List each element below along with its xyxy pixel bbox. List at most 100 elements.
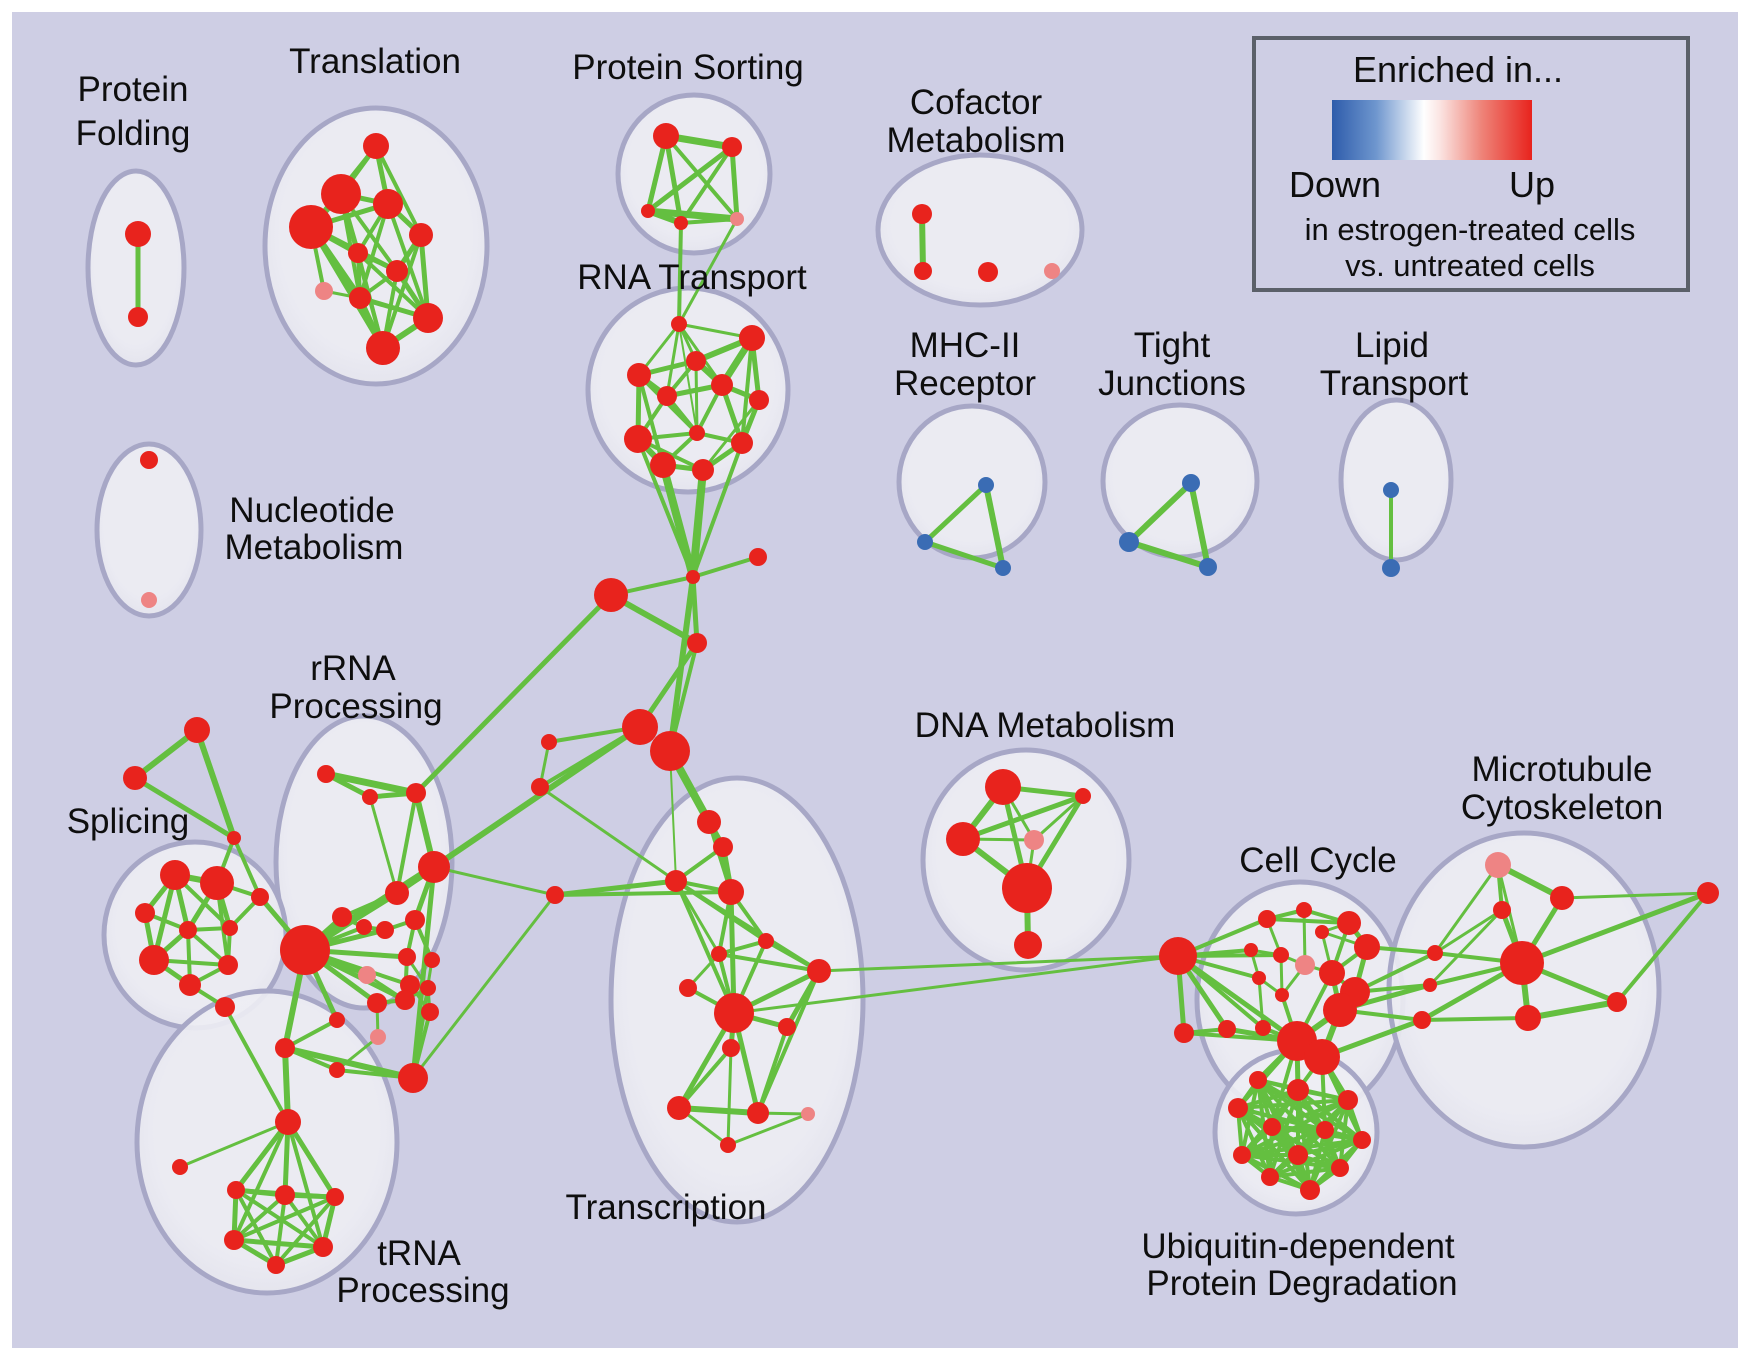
edge-x3-xh [674,879,736,1015]
gene-set-node-rt2 [686,351,706,371]
edge-th-t5 [286,1120,325,1249]
gene-set-node-t3 [326,1188,344,1206]
gene-set-node-cc6 [1244,943,1258,957]
gene-set-node-x8 [679,979,697,997]
cluster-label-rrna-processing-line1: Processing [269,687,442,726]
gene-set-node-d2 [946,822,980,856]
edge-rl-br [411,958,434,1080]
cluster-label-microtubule-cytoskeleton-line0: Microtubule [1472,750,1653,789]
legend: Enriched in... Down Up in estrogen-treated … [1252,36,1690,292]
gene-set-node-tr1 [363,133,389,159]
gene-set-node-rh [418,851,450,883]
edge-t3-t4 [232,1195,337,1242]
gene-set-node-h2 [650,731,690,771]
edge-rt1-rt9 [740,336,754,445]
gene-set-node-x1 [697,810,721,834]
cluster-label-protein-folding-line0: Protein [78,70,189,109]
gene-set-node-u1 [1249,1071,1267,1089]
edge-x6-x7 [717,952,821,973]
edge-t4-t5 [231,1237,326,1250]
edge-rt0-rt4 [665,322,681,398]
cluster-label-cofactor-metabolism-line0: Cofactor [910,83,1043,122]
gene-set-node-ra [317,765,335,783]
gene-set-node-x14 [720,1137,736,1153]
gene-set-node-x10 [722,1039,740,1057]
gene-set-node-tr8 [315,282,333,300]
gene-set-node-tj2 [1119,532,1139,552]
edge-rt8-j1 [636,437,695,579]
gene-set-node-mc4 [1515,1005,1541,1031]
gene-set-node-mhb [1500,941,1544,985]
cluster-label-trna-processing-line1: Processing [336,1271,509,1310]
legend-caption-line2: vs. untreated cells [1345,248,1595,283]
gene-set-node-t6 [267,1256,285,1274]
edge-ps4-rt0 [677,221,683,326]
gene-set-node-rj [358,966,376,984]
gene-set-node-s7 [179,974,201,996]
gene-set-node-mc2 [1550,886,1574,910]
gene-set-node-rt6 [749,390,769,410]
gene-set-node-cc3 [1337,911,1361,935]
cluster-label-ubiquitin-degradation-line1: Protein Degradation [1146,1264,1457,1303]
edge-ps1-ps4 [663,133,684,226]
cluster-label-trna-processing-line0: tRNA [377,1234,461,1273]
gene-set-node-rl [424,952,440,968]
gene-set-node-cc15 [1218,1020,1236,1038]
edge-cc13-cc9 [1257,976,1265,1030]
gene-set-node-ri [405,910,425,930]
gene-set-node-rr [421,1003,439,1021]
gene-set-node-ps2 [722,137,742,157]
gene-set-node-cc13 [1255,1020,1271,1036]
gene-set-node-u3 [1338,1090,1358,1110]
gene-set-node-cl1 [541,734,557,750]
gene-set-node-rd [332,907,352,927]
cluster-label-translation-line0: Translation [289,42,461,81]
edge-t3-t6 [274,1195,337,1267]
cluster-label-microtubule-cytoskeleton-line1: Cytoskeleton [1461,788,1663,827]
edge-cr3-mc4 [1420,1016,1530,1022]
gene-set-node-tr4 [289,205,333,249]
gene-set-node-cc11 [1275,988,1289,1002]
gene-set-node-cf3 [978,262,998,282]
gene-set-node-rt11 [692,459,714,481]
edge-rc-rg [395,791,418,895]
gene-set-node-tr11 [366,331,400,365]
gene-set-node-x13 [801,1107,815,1121]
gene-set-node-s3 [135,903,155,923]
edge-rt9-j1 [691,441,744,579]
edge-rt6-rt11 [701,398,761,472]
cluster-label-ubiquitin-degradation-line0: Ubiquitin-dependent [1141,1227,1455,1266]
gene-set-node-rt10 [650,452,676,478]
cluster-label-cell-cycle-line0: Cell Cycle [1239,841,1397,880]
nodes-layer [123,123,1719,1274]
gene-set-node-pf1 [125,221,151,247]
edge-u10-u11 [1268,1166,1342,1179]
gene-set-node-cc16 [1174,1023,1194,1043]
gene-set-node-cl2 [531,778,549,796]
edge-x13-x14 [726,1112,810,1147]
edge-mc4-mc5 [1525,999,1620,1021]
gene-set-node-t1 [227,1181,245,1199]
gene-set-node-re [356,919,372,935]
edge-th-t1 [233,1119,291,1193]
gene-set-node-cf2 [914,262,932,280]
gene-set-node-rt4 [657,386,677,406]
edge-x9-x12 [756,1025,789,1115]
cluster-ellipse-nucleotide-metabolism [94,441,204,619]
gene-set-node-lt2 [1382,559,1400,577]
gene-set-node-th [275,1109,301,1135]
edge-ps3-ps5 [644,207,741,223]
edge-ra-rc [322,770,420,797]
gene-set-node-u10 [1261,1168,1279,1186]
gene-set-node-s1 [160,860,190,890]
gene-set-node-tr6 [348,243,368,263]
edge-rh-cl3 [432,865,557,897]
cluster-label-nucleotide-metabolism-line1: Metabolism [225,528,404,567]
edge-cc1-cc3 [1265,917,1351,925]
cluster-label-rna-transport-line0: RNA Transport [577,258,807,297]
gene-set-node-sb [251,888,269,906]
gene-set-node-rt7 [689,425,705,441]
edge-x7-x12 [756,969,821,1115]
gene-set-node-pb [329,1062,345,1078]
edge-cr2-mc3 [1428,908,1504,987]
